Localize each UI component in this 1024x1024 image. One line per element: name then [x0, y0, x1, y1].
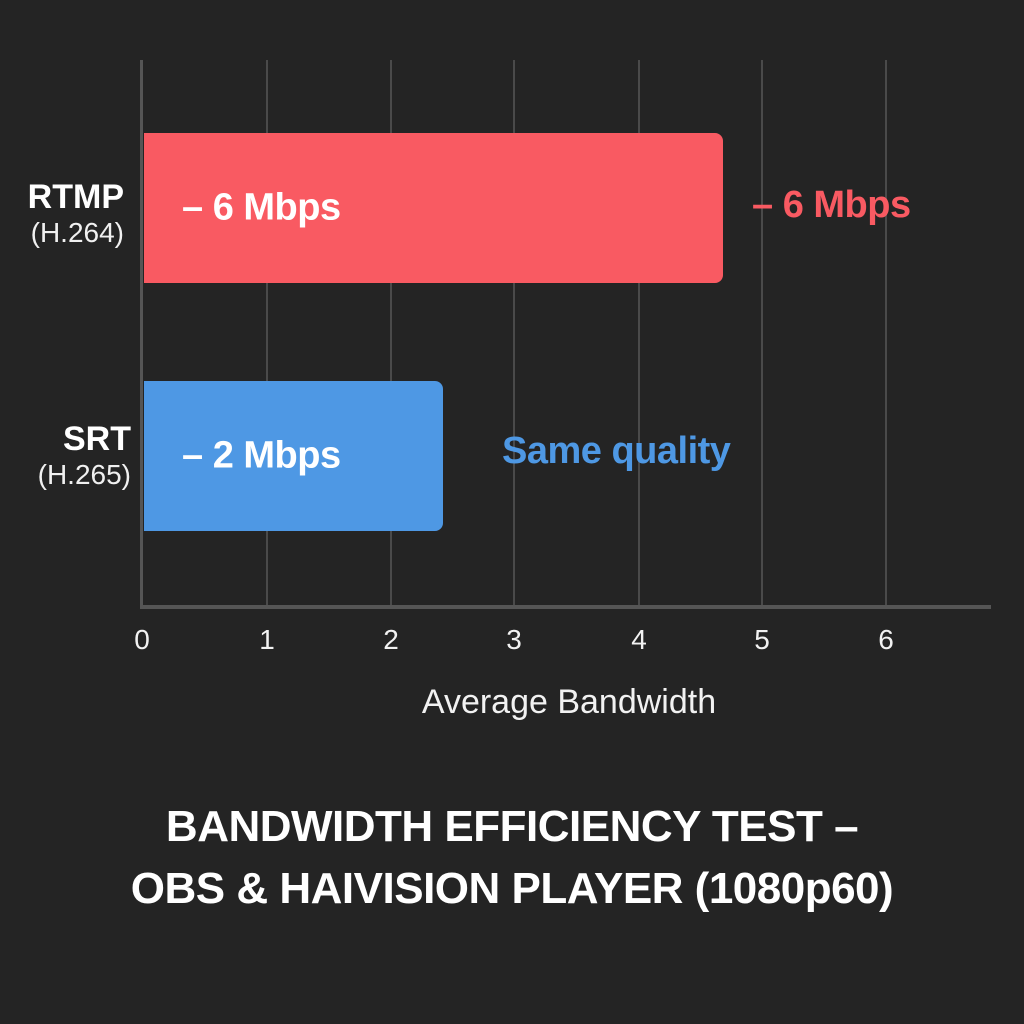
x-tick: 2 [383, 624, 399, 655]
bar-rtmp: – 6 Mbps [144, 133, 723, 283]
x-tick: 0 [134, 624, 150, 655]
chart-title: BANDWIDTH EFFICIENCY TEST – OBS & HAIVIS… [0, 796, 1024, 920]
gridline-1 [266, 60, 268, 607]
category-name: SRT [63, 420, 131, 458]
x-tick: 4 [631, 624, 647, 655]
gridline-5 [761, 60, 763, 607]
x-axis-label: Average Bandwidth [421, 683, 717, 721]
x-tick: 5 [754, 624, 770, 655]
y-axis-line [140, 60, 143, 607]
gridline-3 [513, 60, 515, 607]
category-codec: (H.265) [37, 459, 131, 490]
x-tick: 1 [259, 624, 275, 655]
chart-title-line-2: OBS & HAIVISION PLAYER (1080p60) [130, 864, 894, 913]
annotation-rtmp: – 6 Mbps [752, 184, 911, 226]
category-label-srt: SRT (H.265) [1, 420, 131, 492]
bar-srt: – 2 Mbps [144, 381, 443, 531]
bar-value-label: – 2 Mbps [182, 434, 341, 477]
x-axis-line [140, 605, 991, 609]
bar-value-label: – 6 Mbps [182, 186, 341, 229]
chart-title-line-1: BANDWIDTH EFFICIENCY TEST – [165, 802, 859, 851]
x-tick: 6 [878, 624, 894, 655]
x-tick: 3 [506, 624, 522, 655]
category-label-rtmp: RTMP (H.264) [0, 178, 124, 250]
gridline-4 [638, 60, 640, 607]
annotation-srt: Same quality [502, 430, 731, 472]
category-name: RTMP [27, 178, 124, 216]
category-codec: (H.264) [30, 217, 124, 248]
gridline-2 [390, 60, 392, 607]
chart-plot-area: RTMP (H.264) – 6 Mbps – 6 Mbps SRT (H.26… [0, 60, 991, 721]
gridline-6 [885, 60, 887, 607]
